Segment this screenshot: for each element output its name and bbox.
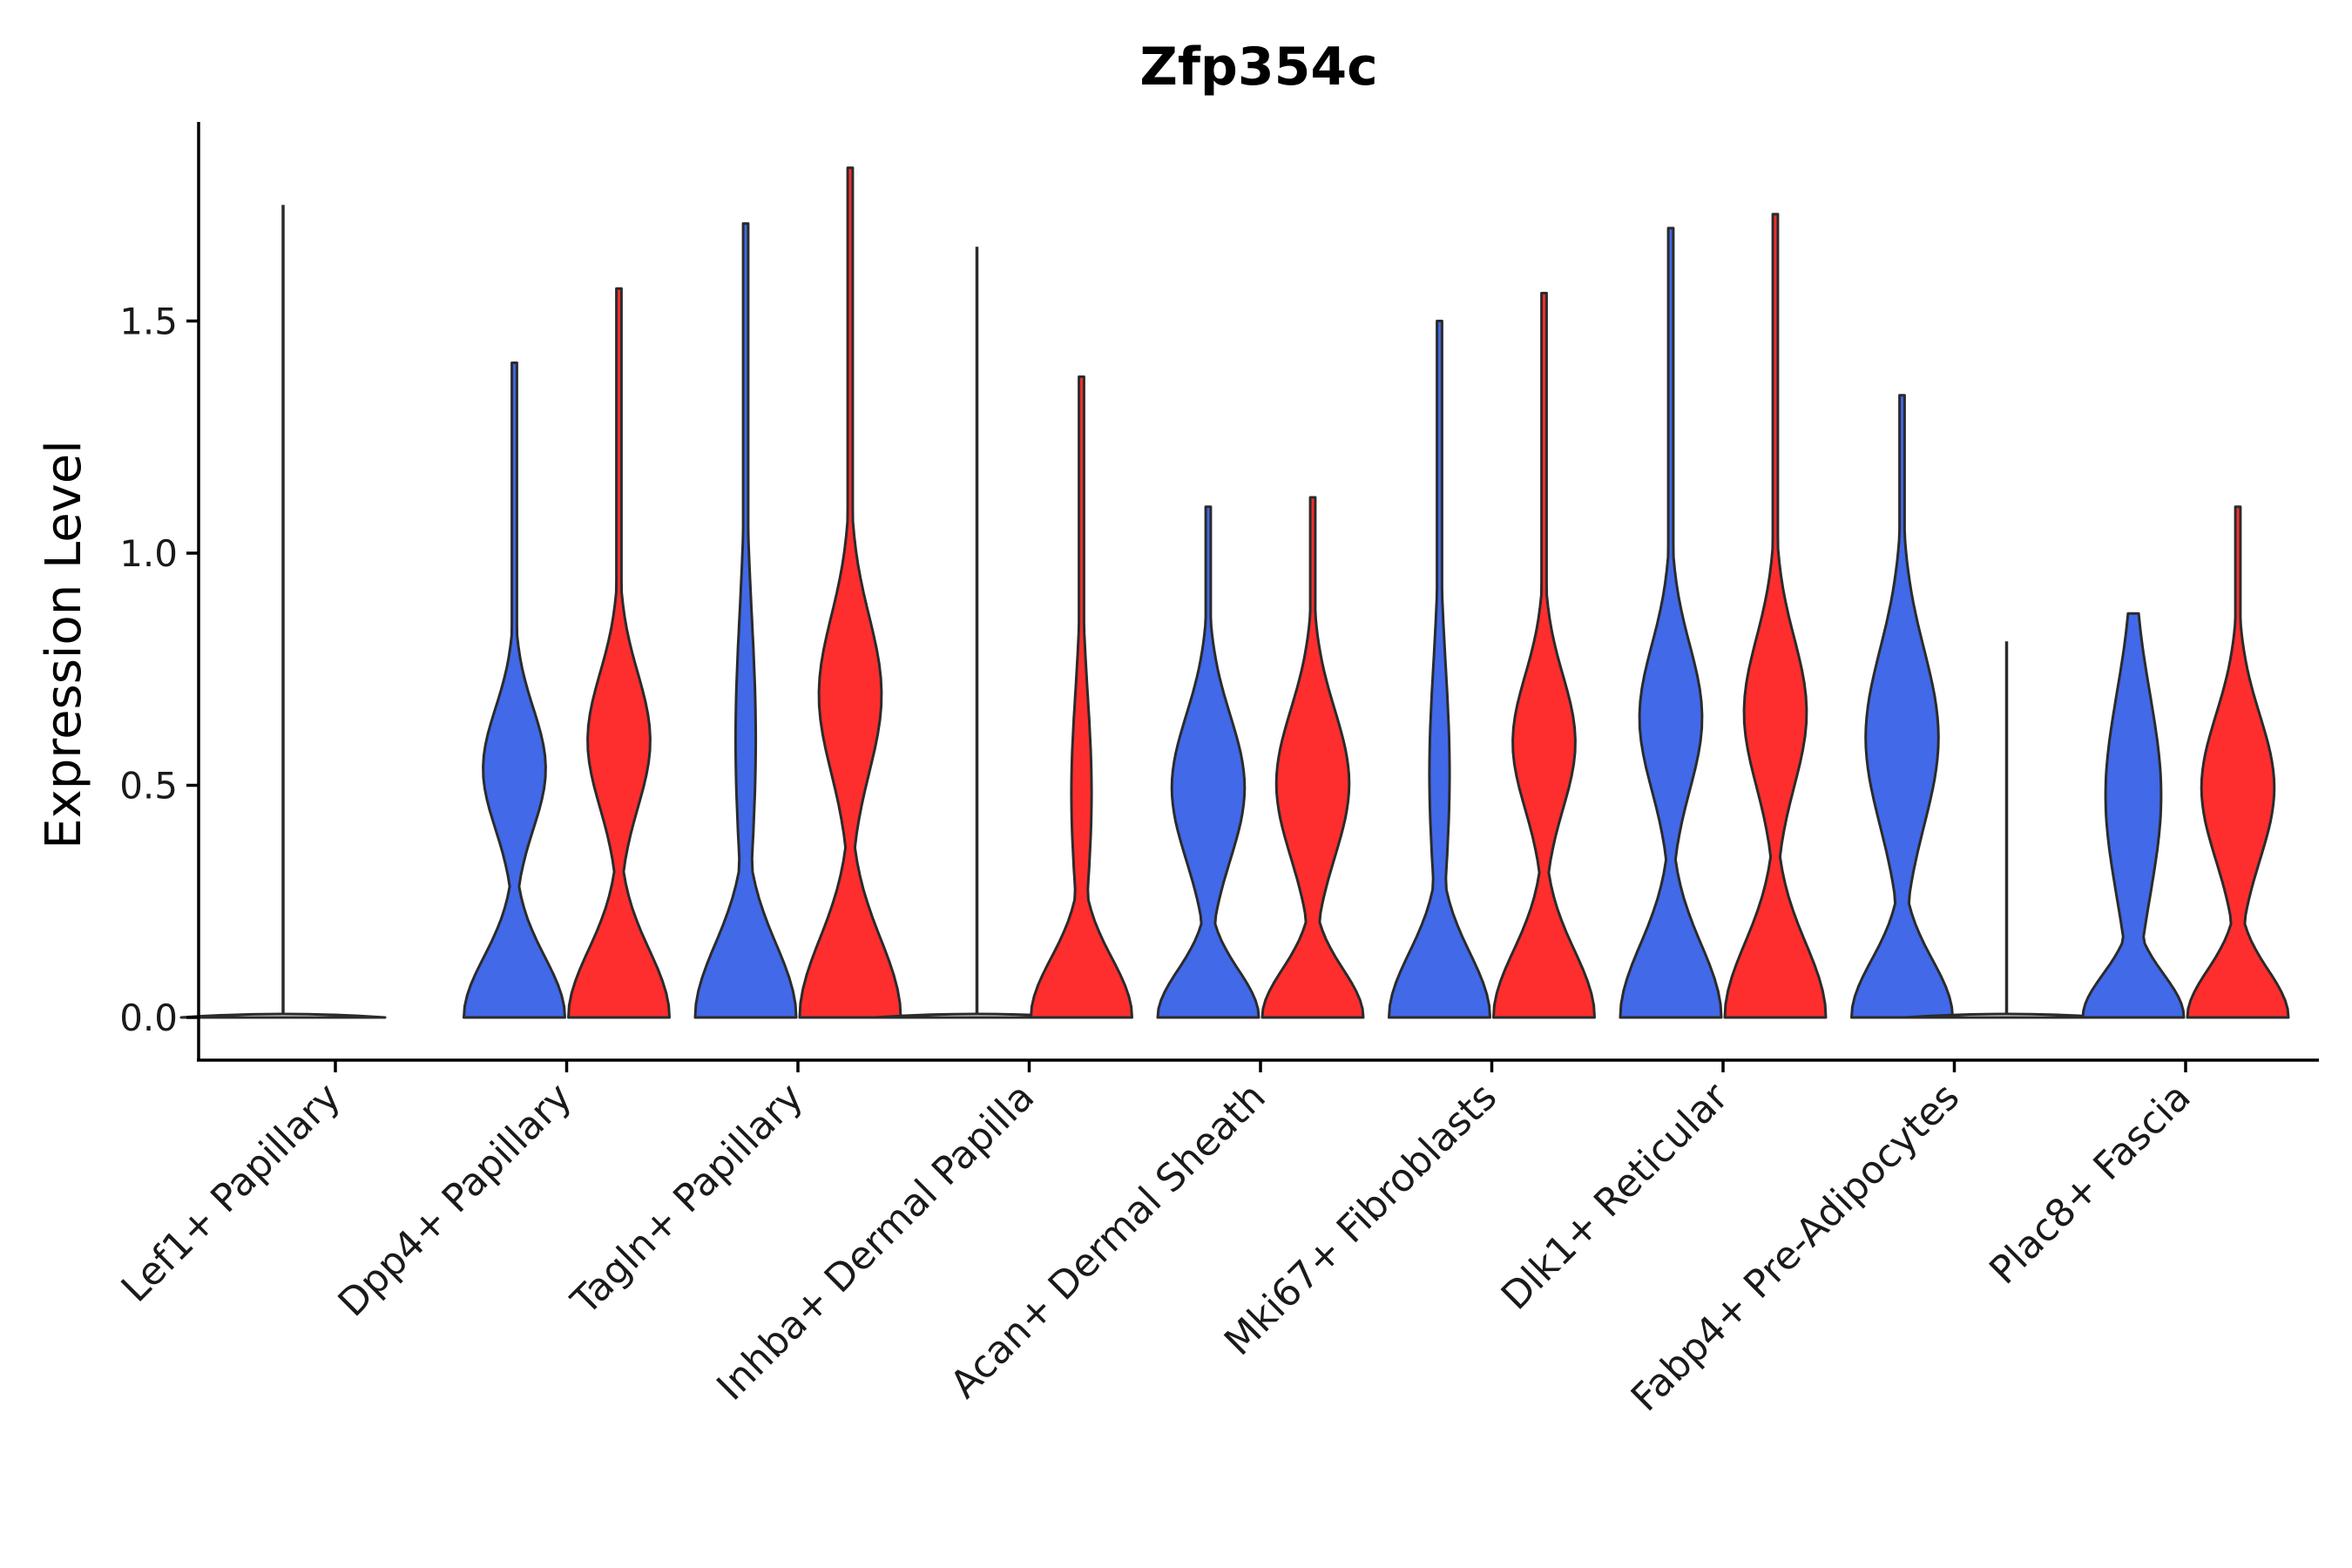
violin-group-2 [2186,505,2290,1019]
y-axis-label: Expression Level [36,440,92,849]
violin-body [1030,375,1133,1019]
violin-group-1 [2081,612,2186,1019]
violin-body [798,166,902,1019]
violin-body [1260,496,1365,1019]
y-tick-label: 1.0 [119,532,178,575]
violin-group-1 [1850,394,1954,1019]
y-tick-label: 0.5 [119,765,178,808]
violin-group-1 [693,222,798,1019]
violin-group-1 [1156,505,1260,1019]
plot-area [179,166,2290,1019]
x-tick-label: Tagln+ Papillary [563,1075,812,1324]
violin-group-2 [1492,292,1596,1019]
violin-body [1850,394,1954,1019]
y-tick-label: 1.5 [119,301,178,343]
y-axis-ticks: 0.0 0.5 1.0 1.5 [119,301,199,1039]
violin-group-2 [1030,375,1133,1019]
violin-body [463,362,566,1019]
violin-body [1492,292,1596,1019]
violin-group-1 [874,247,1080,1019]
violin-body [2081,612,2186,1019]
violin-body [179,1012,387,1019]
violin-group-1 [463,362,566,1019]
violin-group-2 [1723,213,1828,1019]
chart-title: Zfp354c [1139,37,1377,98]
violin-group-2 [567,287,671,1019]
violin-body [1903,1012,2110,1019]
violin-body [1723,213,1828,1019]
violin-body [1156,505,1260,1019]
x-tick-label: Dpp4+ Papillary [330,1075,581,1326]
violin-group-1 [1388,320,1491,1019]
x-tick-label: Lef1+ Papillary [113,1075,349,1311]
violin-body [1619,226,1723,1019]
y-tick-label: 0.0 [119,997,178,1039]
violin-body [693,222,798,1019]
violin-body [567,287,671,1019]
violin-body [2186,505,2290,1019]
violin-group-1 [1619,226,1723,1019]
x-tick-label: Dlk1+ Reticular [1493,1074,1738,1319]
violin-body [1388,320,1491,1019]
x-tick-label: Plac8+ Fascia [1981,1075,2200,1294]
violin-group-2 [1260,496,1365,1019]
violin-group-2 [798,166,902,1019]
violin-group-1 [179,205,387,1019]
